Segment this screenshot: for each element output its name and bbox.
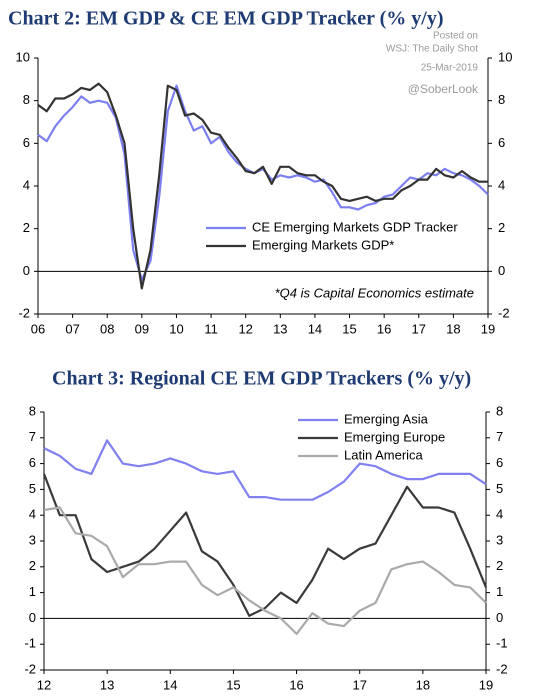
y2-tick-label: 4	[498, 177, 505, 192]
x-tick-label: 19	[479, 677, 493, 692]
y2-tick-label: 7	[496, 429, 503, 444]
legend-label: Emerging Asia	[344, 411, 429, 426]
y-tick-label: 2	[29, 558, 36, 573]
x-tick-label: 13	[273, 321, 287, 336]
y2-tick-label: -2	[498, 305, 510, 320]
x-tick-label: 18	[446, 321, 460, 336]
x-tick-label: 08	[100, 321, 114, 336]
watermark: Posted on	[433, 31, 478, 42]
x-tick-label: 15	[342, 321, 356, 336]
y2-tick-label: 2	[496, 558, 503, 573]
y-tick-label: 0	[29, 610, 36, 625]
y2-tick-label: 4	[496, 507, 503, 522]
y-tick-label: 4	[23, 177, 30, 192]
y-tick-label: 8	[23, 92, 30, 107]
x-tick-label: 12	[37, 677, 51, 692]
x-tick-label: 09	[135, 321, 149, 336]
x-tick-label: 16	[289, 677, 303, 692]
x-tick-label: 12	[238, 321, 252, 336]
x-tick-label: 14	[163, 677, 177, 692]
footnote: *Q4 is Capital Economics estimate	[275, 285, 474, 300]
y2-tick-label: 0	[498, 263, 505, 278]
x-tick-label: 14	[308, 321, 322, 336]
y2-tick-label: 2	[498, 220, 505, 235]
y2-tick-label: 8	[498, 92, 505, 107]
watermark: WSJ: The Daily Shot	[386, 44, 478, 55]
watermark: 25-Mar-2019	[421, 63, 479, 74]
x-tick-label: 10	[169, 321, 183, 336]
series-line	[43, 506, 487, 635]
y-tick-label: 2	[23, 220, 30, 235]
legend-label: Emerging Europe	[344, 429, 445, 444]
y-tick-label: 0	[23, 263, 30, 278]
y-tick-label: -2	[18, 305, 30, 320]
y-tick-label: 3	[29, 532, 36, 547]
legend-label: Emerging Markets GDP*	[252, 237, 394, 252]
chart-title: Chart 2: EM GDP & CE EM GDP Tracker (% y…	[8, 8, 444, 30]
y2-tick-label: 0	[496, 610, 503, 625]
legend-label: CE Emerging Markets GDP Tracker	[252, 219, 458, 234]
series-line	[42, 473, 488, 617]
y2-tick-label: 6	[498, 135, 505, 150]
y-tick-label: 5	[29, 481, 36, 496]
x-tick-label: 07	[65, 321, 79, 336]
watermark: @SoberLook	[408, 82, 479, 96]
y2-tick-label: -2	[496, 661, 508, 676]
y-tick-label: -2	[24, 661, 36, 676]
y-tick-label: 8	[29, 403, 36, 418]
x-tick-label: 17	[352, 677, 366, 692]
y-tick-label: 10	[16, 49, 30, 64]
x-tick-label: 15	[226, 677, 240, 692]
x-tick-label: 18	[416, 677, 430, 692]
series-line	[43, 439, 487, 501]
y-tick-label: -1	[24, 636, 36, 651]
y2-tick-label: 1	[496, 584, 503, 599]
series-line	[37, 82, 488, 290]
legend-label: Latin America	[344, 447, 424, 462]
chart-title: Chart 3: Regional CE EM GDP Trackers (% …	[52, 368, 471, 390]
y-tick-label: 6	[29, 455, 36, 470]
y-tick-label: 1	[29, 584, 36, 599]
x-tick-label: 13	[100, 677, 114, 692]
y2-tick-label: 8	[496, 403, 503, 418]
y-tick-label: 7	[29, 429, 36, 444]
y2-tick-label: 10	[498, 49, 512, 64]
y2-tick-label: 3	[496, 532, 503, 547]
y-tick-label: 6	[23, 135, 30, 150]
x-tick-label: 11	[204, 321, 218, 336]
y-tick-label: 4	[29, 507, 36, 522]
x-tick-label: 06	[31, 321, 45, 336]
x-tick-label: 19	[481, 321, 495, 336]
y2-tick-label: 6	[496, 455, 503, 470]
y2-tick-label: 5	[496, 481, 503, 496]
y2-tick-label: -1	[496, 636, 508, 651]
x-tick-label: 17	[412, 321, 426, 336]
x-tick-label: 16	[377, 321, 391, 336]
